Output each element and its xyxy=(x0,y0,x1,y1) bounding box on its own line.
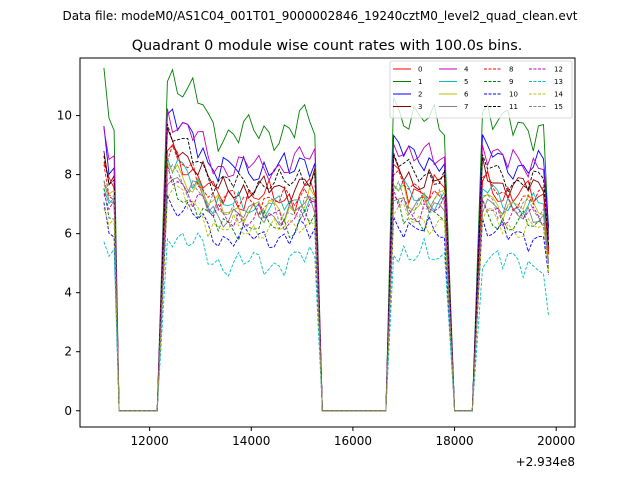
series-line-3 xyxy=(103,128,550,412)
series-line-8 xyxy=(103,143,550,412)
y-tick-label: 2 xyxy=(64,345,72,359)
legend-label-11: 11 xyxy=(509,103,518,111)
series-line-11 xyxy=(103,123,550,412)
legend-label-4: 4 xyxy=(464,66,469,74)
plot-frame xyxy=(79,57,576,428)
legend-label-10: 10 xyxy=(509,91,518,99)
x-offset-label: +2.934e8 xyxy=(516,455,575,469)
legend-label-6: 6 xyxy=(464,91,469,99)
legend-label-12: 12 xyxy=(554,66,563,74)
series-line-0 xyxy=(103,144,550,412)
legend-label-5: 5 xyxy=(464,78,468,86)
x-tick-label: 20000 xyxy=(537,434,575,448)
series-line-13 xyxy=(103,232,550,412)
figure-suptitle: Data file: modeM0/AS1C04_001T01_90000028… xyxy=(62,9,577,23)
x-tick-label: 16000 xyxy=(334,434,372,448)
legend-label-14: 14 xyxy=(554,91,563,99)
series-line-10 xyxy=(103,195,550,412)
y-tick-label: 6 xyxy=(64,227,72,241)
series-line-4 xyxy=(103,108,550,412)
legend-label-8: 8 xyxy=(509,66,513,74)
series-line-1 xyxy=(103,67,550,412)
legend-frame xyxy=(389,60,573,119)
legend-label-15: 15 xyxy=(554,103,563,111)
legend-label-0: 0 xyxy=(418,66,422,74)
y-tick-label: 0 xyxy=(64,404,72,418)
series-line-14 xyxy=(103,185,550,412)
x-axis: 12000 14000 16000 18000 20000 xyxy=(131,427,575,448)
x-tick-label: 14000 xyxy=(232,434,270,448)
series-line-15 xyxy=(103,163,550,412)
legend-label-9: 9 xyxy=(509,78,513,86)
x-tick-label: 12000 xyxy=(131,434,169,448)
series-layer xyxy=(103,67,550,412)
y-axis: 0 2 4 6 8 10 xyxy=(57,109,80,418)
legend-label-7: 7 xyxy=(464,103,468,111)
y-tick-label: 10 xyxy=(57,109,72,123)
legend-label-13: 13 xyxy=(554,78,563,86)
series-line-2 xyxy=(103,108,550,412)
legend-label-3: 3 xyxy=(418,103,422,111)
legend-label-2: 2 xyxy=(418,91,422,99)
legend-label-1: 1 xyxy=(418,78,422,86)
y-tick-label: 8 xyxy=(64,168,72,182)
y-tick-label: 4 xyxy=(64,286,72,300)
chart-title: Quadrant 0 module wise count rates with … xyxy=(132,38,523,54)
x-tick-label: 18000 xyxy=(435,434,473,448)
